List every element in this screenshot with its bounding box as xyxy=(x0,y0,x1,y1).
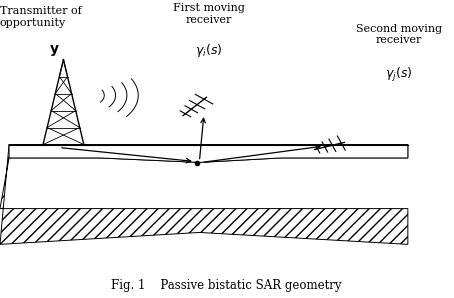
Text: Fig. 1    Passive bistatic SAR geometry: Fig. 1 Passive bistatic SAR geometry xyxy=(111,279,342,292)
Text: $\gamma_j(s)$: $\gamma_j(s)$ xyxy=(385,66,413,83)
Text: Transmitter of
opportunity: Transmitter of opportunity xyxy=(0,6,82,27)
Text: $\mathbf{y}$: $\mathbf{y}$ xyxy=(49,43,60,58)
Text: Second moving
receiver: Second moving receiver xyxy=(356,24,442,45)
Text: $\gamma_i(s)$: $\gamma_i(s)$ xyxy=(195,42,222,59)
Text: First moving
receiver: First moving receiver xyxy=(173,3,244,24)
Polygon shape xyxy=(0,145,408,244)
Polygon shape xyxy=(9,145,408,162)
